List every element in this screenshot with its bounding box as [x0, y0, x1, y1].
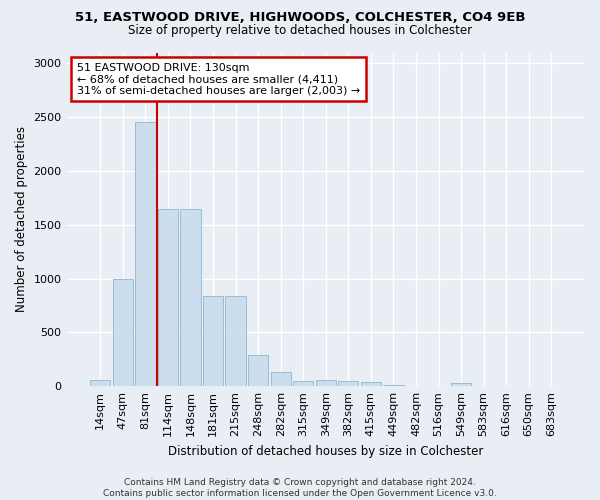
Bar: [181, 208, 200, 386]
Text: Contains HM Land Registry data © Crown copyright and database right 2024.
Contai: Contains HM Land Registry data © Crown c…: [103, 478, 497, 498]
Bar: [451, 384, 471, 386]
Bar: [248, 355, 268, 386]
Bar: [90, 380, 110, 386]
Text: 51, EASTWOOD DRIVE, HIGHWOODS, COLCHESTER, CO4 9EB: 51, EASTWOOD DRIVE, HIGHWOODS, COLCHESTE…: [75, 11, 525, 24]
Bar: [203, 296, 223, 386]
Y-axis label: Number of detached properties: Number of detached properties: [15, 126, 28, 312]
Bar: [383, 385, 404, 386]
Bar: [113, 278, 133, 386]
Text: Size of property relative to detached houses in Colchester: Size of property relative to detached ho…: [128, 24, 472, 37]
Bar: [135, 122, 155, 386]
Bar: [158, 208, 178, 386]
Bar: [316, 380, 336, 386]
Bar: [271, 372, 291, 386]
X-axis label: Distribution of detached houses by size in Colchester: Distribution of detached houses by size …: [168, 444, 484, 458]
Text: 51 EASTWOOD DRIVE: 130sqm
← 68% of detached houses are smaller (4,411)
31% of se: 51 EASTWOOD DRIVE: 130sqm ← 68% of detac…: [77, 62, 360, 96]
Bar: [226, 296, 246, 386]
Bar: [293, 381, 313, 386]
Bar: [338, 381, 358, 386]
Bar: [361, 382, 381, 386]
